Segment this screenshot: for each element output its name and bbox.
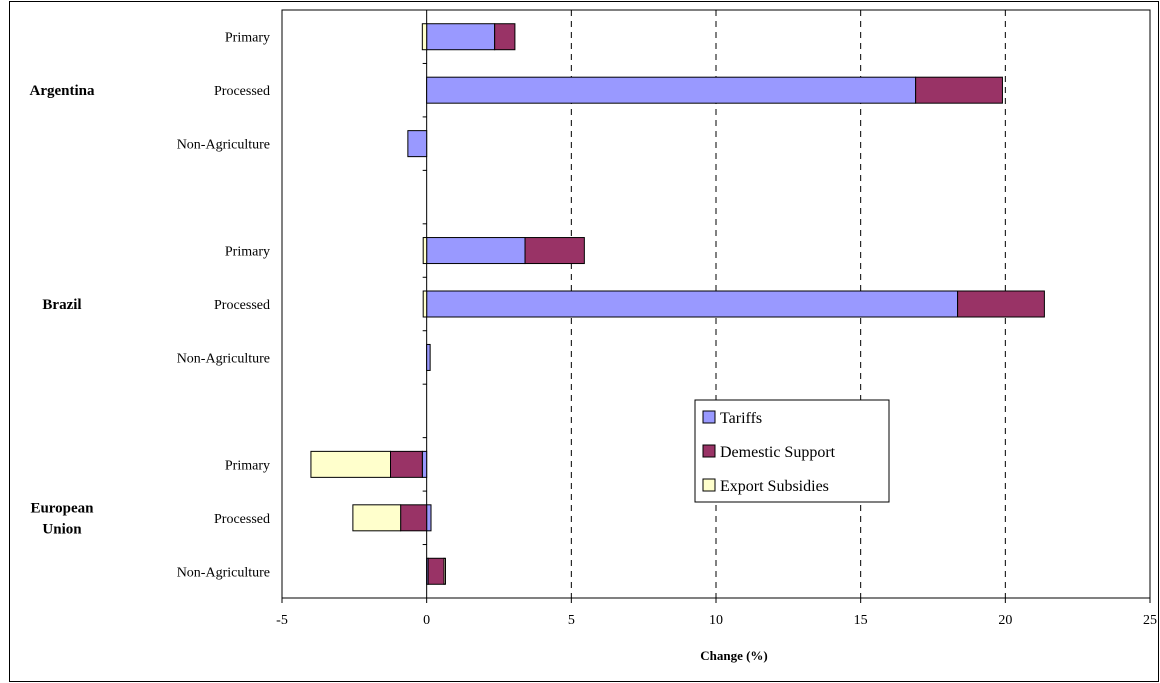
category-label: Non-Agriculture [177,351,270,366]
category-label: Primary [225,458,270,473]
bar-segment [407,130,428,158]
bar-segment [421,23,428,51]
category-label: Non-Agriculture [177,138,270,153]
legend-label: Tariffs [720,410,762,427]
category-label: Processed [214,298,270,313]
x-tick-label: 0 [423,613,430,628]
category-label: Primary [225,31,270,46]
group-label: Brazil [42,297,81,313]
bar-segment [352,504,402,532]
category-label: Non-Agriculture [177,565,270,580]
x-tick-label: 25 [1143,613,1157,628]
bar-segment [494,23,516,51]
category-label: Primary [225,245,270,260]
legend-label: Demestic Support [720,444,836,461]
group-label: European [30,500,94,516]
bar-segment [422,237,428,265]
x-tick-label: 5 [568,613,575,628]
legend-swatch [702,410,716,424]
bar-segment [426,290,959,318]
x-tick-label: 15 [854,613,868,628]
bar-segment [390,450,423,478]
bar-segment [426,23,496,51]
group-label: Argentina [30,83,95,99]
bar-segment [957,290,1045,318]
category-label: Processed [214,512,270,527]
bar-segment [427,557,445,585]
bar-segment [443,557,446,585]
legend-swatch [702,444,716,458]
bar-segment [421,450,428,478]
bar-segment [422,290,428,318]
bar-segment [426,76,917,104]
x-tick-label: 10 [709,613,723,628]
bar-segment [426,504,432,532]
x-tick-label: -5 [276,613,288,628]
bar-segment [915,76,1003,104]
category-label: Processed [214,84,270,99]
bar-segment [426,343,431,371]
legend-box [694,399,890,503]
legend-swatch [702,478,716,492]
bar-segment [524,237,585,265]
legend-label: Export Subsidies [720,478,829,495]
x-axis-title: Change (%) [700,648,768,663]
chart-frame [9,1,1159,682]
bar-segment [310,450,391,478]
x-tick-label: 20 [998,613,1012,628]
bar-segment [426,237,526,265]
group-label: Union [42,521,82,537]
bar-segment [400,504,428,532]
